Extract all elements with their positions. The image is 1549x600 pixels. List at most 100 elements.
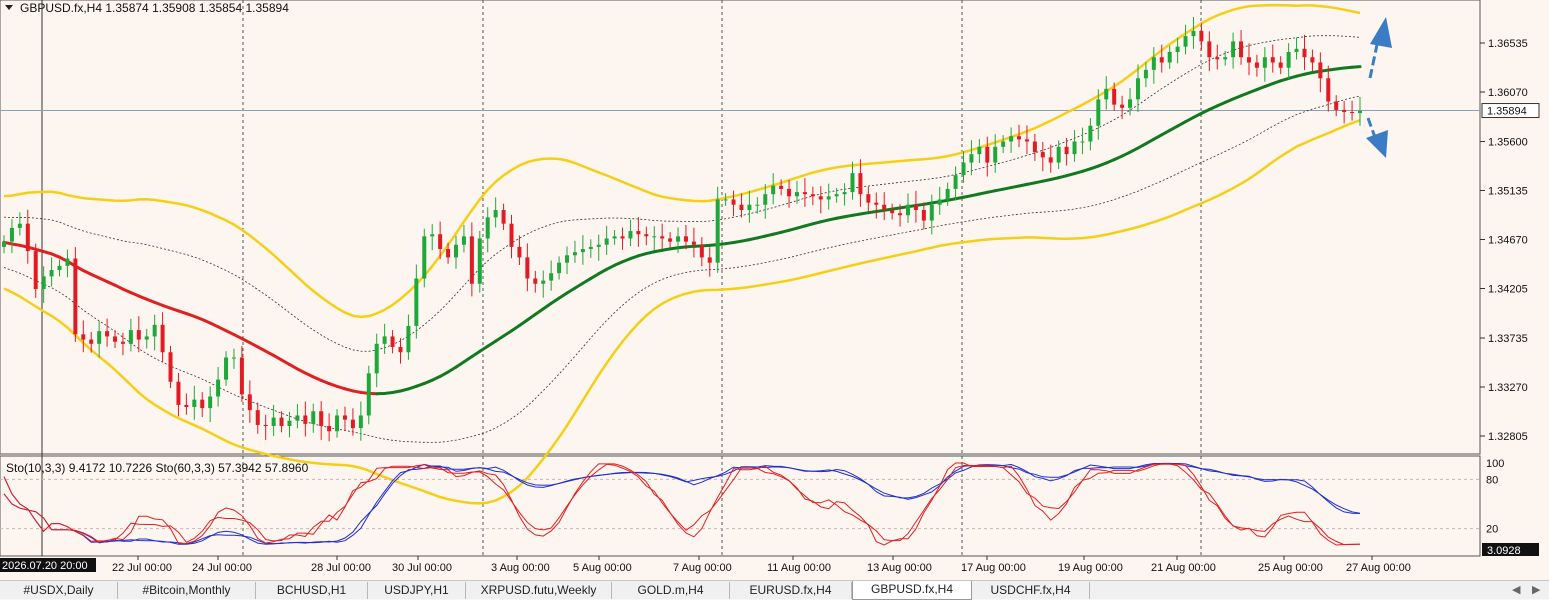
- candle-body: [2, 242, 6, 247]
- tab-bchusd-h1[interactable]: BCHUSD,H1: [256, 582, 368, 599]
- candle-body: [1334, 101, 1338, 109]
- tab-usdjpy-h1[interactable]: USDJPY,H1: [368, 582, 466, 599]
- tab-usdchf-fx-h4[interactable]: USDCHF.fx,H4: [972, 582, 1090, 599]
- price-chart[interactable]: 1.365351.360701.356001.351351.346701.342…: [0, 0, 1549, 580]
- stoch-tick-label: 100: [1486, 458, 1504, 470]
- candle-body: [176, 382, 180, 405]
- candle-body: [549, 273, 553, 280]
- candle-body: [1223, 57, 1227, 59]
- candle-body: [478, 238, 482, 283]
- candle-body: [502, 210, 506, 224]
- tab--bitcoin-monthly[interactable]: #Bitcoin,Monthly: [118, 582, 256, 599]
- candle-body: [1049, 157, 1053, 162]
- candle-body: [264, 425, 268, 426]
- tab-xrpusd-futu-weekly[interactable]: XRPUSD.futu,Weekly: [466, 582, 612, 599]
- time-tick-label: 27 Aug 00:00: [1346, 562, 1411, 574]
- candle-body: [1358, 111, 1362, 113]
- candle-body: [34, 251, 38, 289]
- candle-body: [525, 257, 529, 278]
- candle-body: [494, 210, 498, 217]
- candle-body: [414, 278, 418, 325]
- candle-body: [660, 236, 664, 238]
- tab-gold-m-h4[interactable]: GOLD.m,H4: [612, 582, 730, 599]
- candle-body: [628, 231, 632, 238]
- candle-body: [1231, 41, 1235, 57]
- candle-body: [1144, 70, 1148, 78]
- candle-body: [486, 217, 490, 238]
- candle-body: [850, 173, 854, 192]
- candle-body: [1310, 57, 1314, 62]
- candle-body: [1041, 152, 1045, 157]
- candle-body: [319, 411, 323, 426]
- candle-body: [930, 205, 934, 221]
- candle-body: [644, 234, 648, 236]
- candle-body: [636, 231, 640, 234]
- candle-body: [946, 189, 950, 200]
- candle-body: [311, 411, 315, 424]
- candle-body: [1088, 126, 1092, 142]
- candle-body: [145, 336, 149, 339]
- candle-body: [1057, 147, 1061, 163]
- candle-body: [954, 175, 958, 189]
- candle-body: [1120, 105, 1124, 108]
- candle-body: [398, 347, 402, 352]
- stoch-label: Sto(10,3,3) 9.4172 10.7226 Sto(60,3,3) 5…: [6, 461, 309, 475]
- candle-body: [565, 255, 569, 262]
- candle-body: [827, 196, 831, 199]
- candle-body: [668, 238, 672, 241]
- candle-body: [1302, 49, 1306, 57]
- candle-body: [700, 245, 704, 258]
- candle-body: [248, 394, 252, 410]
- tab-scroll-right-icon[interactable]: ▶: [1532, 583, 1540, 596]
- candle-body: [993, 147, 997, 163]
- tab-gbpusd-fx-h4[interactable]: GBPUSD.fx,H4: [852, 581, 972, 600]
- candle-body: [113, 336, 117, 341]
- candle-body: [589, 247, 593, 249]
- price-tick-label: 1.34670: [1488, 235, 1528, 247]
- candle-body: [1326, 78, 1330, 101]
- main-chart-area[interactable]: [0, 0, 1480, 454]
- candle-body: [1136, 78, 1140, 99]
- candle-body: [272, 418, 276, 426]
- tab-scroll-left-icon[interactable]: ◀: [1512, 583, 1520, 596]
- candle-body: [1342, 110, 1346, 112]
- candle-body: [438, 234, 442, 249]
- candle-body: [216, 380, 220, 397]
- time-tick-label: 24 Jul 00:00: [192, 562, 252, 574]
- candle-body: [890, 210, 894, 213]
- tab-eurusd-fx-h4[interactable]: EURUSD.fx,H4: [730, 582, 852, 599]
- candle-body: [739, 205, 743, 210]
- candle-body: [1287, 52, 1291, 68]
- candle-body: [597, 245, 601, 247]
- candle-body: [1279, 62, 1283, 67]
- candle-body: [779, 186, 783, 189]
- candle-body: [1104, 89, 1108, 100]
- candle-body: [232, 358, 236, 359]
- candle-body: [747, 205, 751, 210]
- candle-body: [169, 352, 173, 382]
- candle-body: [732, 199, 736, 204]
- candle-body: [1176, 47, 1180, 52]
- candle-body: [97, 331, 101, 344]
- time-tick-label: 28 Jul 00:00: [311, 562, 371, 574]
- candle-body: [161, 325, 165, 352]
- candle-body: [1318, 62, 1322, 78]
- time-tick-label: 13 Aug 00:00: [867, 562, 932, 574]
- candle-body: [866, 194, 870, 202]
- candle-body: [192, 400, 196, 407]
- tab--usdx-daily[interactable]: #USDX,Daily: [0, 582, 118, 599]
- candle-body: [1152, 57, 1156, 70]
- candle-body: [835, 194, 839, 196]
- candle-body: [1271, 57, 1275, 62]
- candle-body: [724, 199, 728, 200]
- candle-body: [541, 281, 545, 284]
- candle-body: [914, 205, 918, 210]
- candle-body: [771, 186, 775, 194]
- symbol-info: GBPUSD.fx,H4 1.35874 1.35908 1.35854 1.3…: [20, 1, 289, 15]
- candle-body: [1184, 36, 1188, 47]
- stoch-tick-label: 80: [1486, 474, 1498, 486]
- candle-body: [1215, 57, 1219, 59]
- candle-body: [692, 242, 696, 245]
